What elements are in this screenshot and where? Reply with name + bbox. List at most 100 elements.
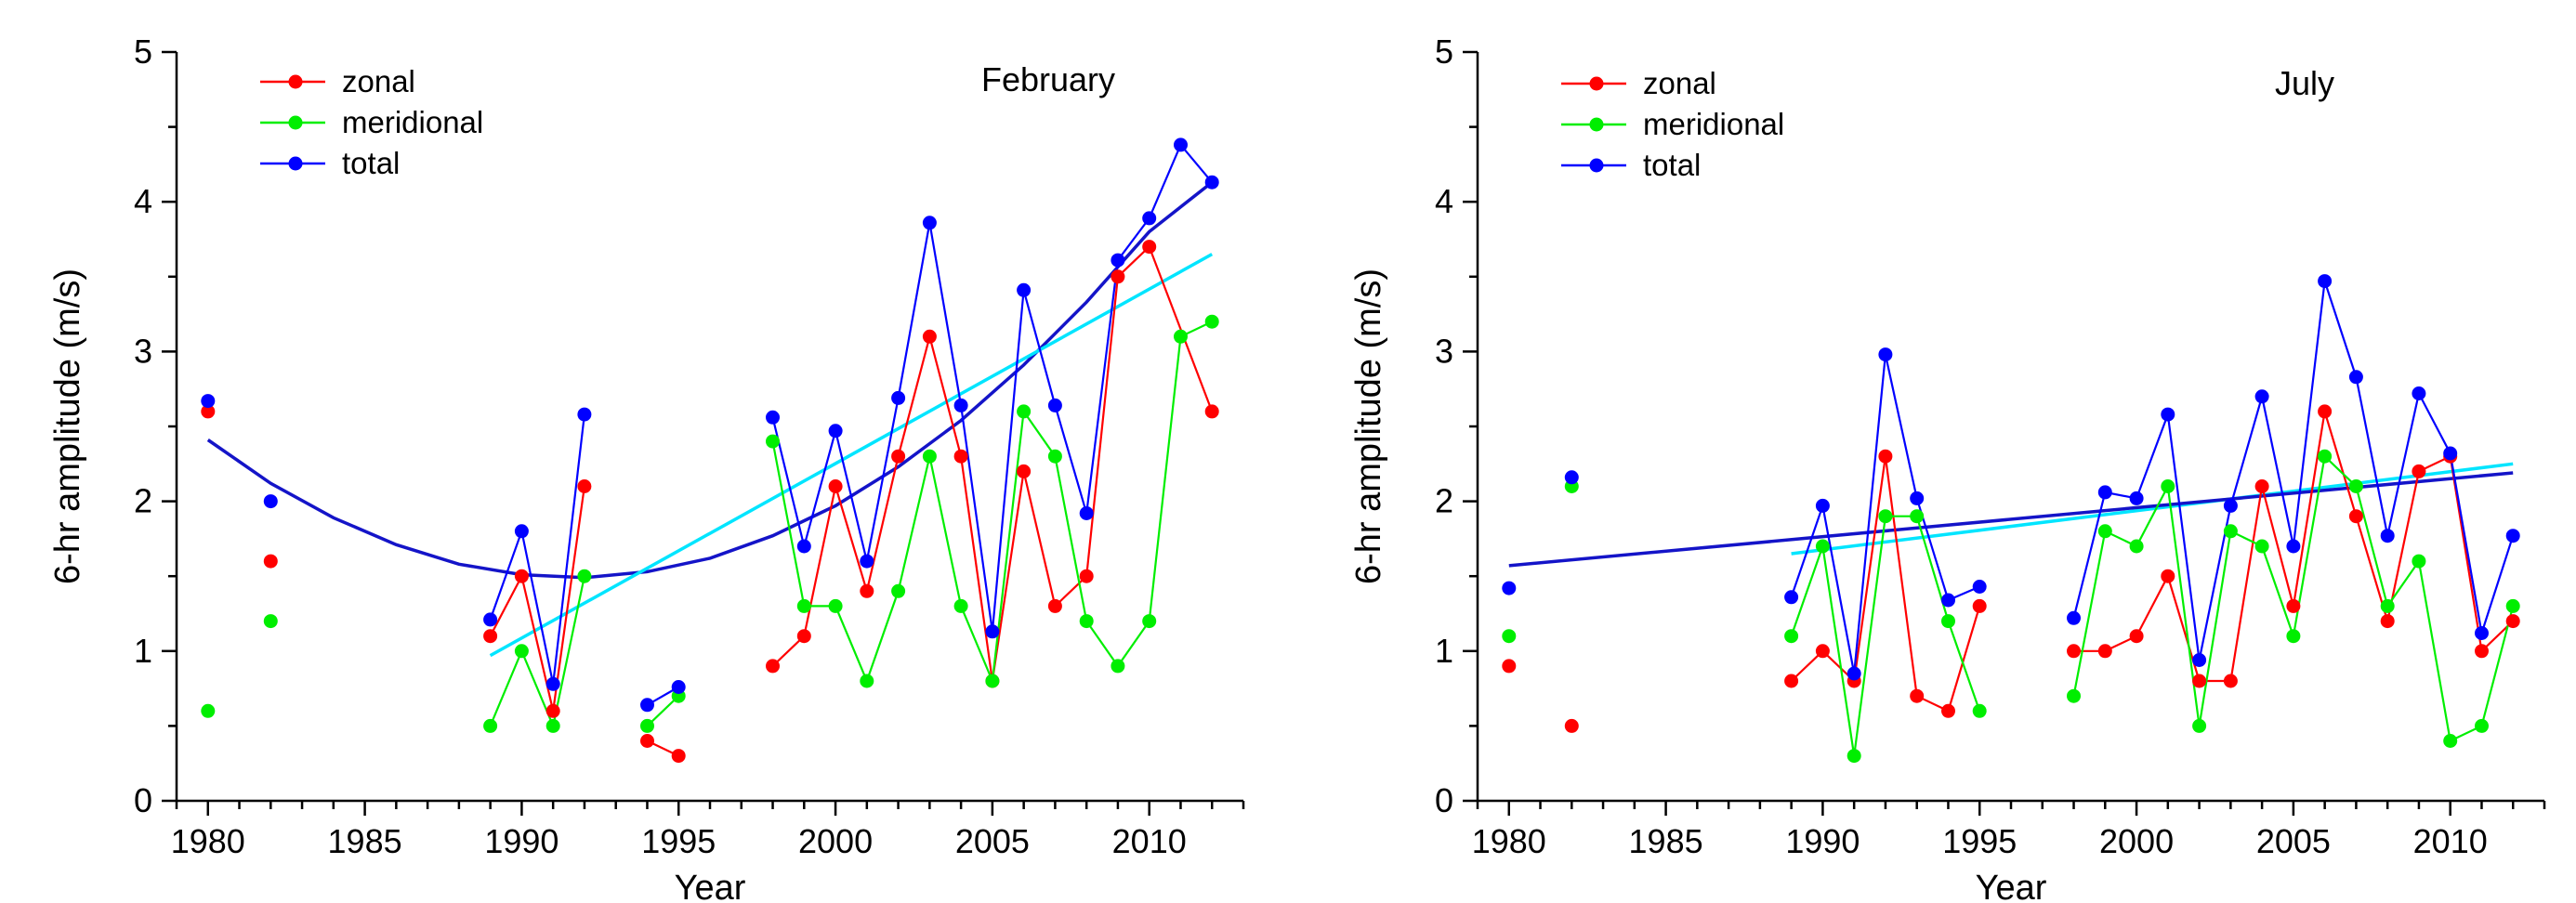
legend-marker-total: [1589, 158, 1604, 173]
x-tick-label: 1985: [328, 822, 402, 860]
legend-marker-meridional: [1589, 117, 1604, 132]
data-point-meridional: [2443, 734, 2458, 748]
legend-label-total: total: [342, 146, 400, 180]
data-point-total: [2254, 389, 2269, 404]
data-point-meridional: [640, 718, 654, 733]
data-point-total: [2318, 274, 2333, 289]
data-point-zonal: [201, 404, 216, 419]
data-point-total: [1017, 282, 1032, 297]
legend-marker-zonal: [288, 74, 303, 89]
data-point-zonal: [263, 554, 278, 569]
data-point-meridional: [953, 598, 968, 613]
y-tick-label: 3: [134, 332, 152, 370]
data-point-meridional: [1047, 449, 1062, 464]
series-zonal-line: [1148, 246, 1214, 412]
data-point-meridional: [1502, 629, 1517, 644]
legend-marker-total: [288, 156, 303, 171]
data-point-zonal: [545, 703, 560, 718]
data-point-zonal: [1017, 464, 1032, 478]
data-point-meridional: [1815, 539, 1830, 554]
data-point-meridional: [2097, 524, 2112, 539]
series-meridional-line: [489, 575, 585, 730]
x-tick-label: 1980: [171, 822, 245, 860]
data-point-meridional: [1972, 703, 1987, 718]
y-tick-label: 0: [134, 781, 152, 819]
data-point-zonal: [2380, 614, 2395, 629]
y-axis-title: 6-hr amplitude (m/s): [48, 268, 87, 584]
data-point-total: [514, 524, 529, 539]
data-point-zonal: [766, 659, 780, 674]
fit-linear-line: [1508, 471, 2514, 568]
data-point-zonal: [2129, 629, 2144, 644]
data-point-total: [922, 216, 937, 230]
data-point-total: [2129, 491, 2144, 505]
x-tick-label: 1995: [1942, 822, 2017, 860]
fit-linear-line: [1791, 462, 2514, 556]
data-point-zonal: [1047, 598, 1062, 613]
data-point-zonal: [2223, 674, 2238, 688]
data-point-zonal: [640, 734, 654, 748]
data-point-total: [2505, 529, 2520, 543]
data-point-total: [1564, 470, 1579, 485]
data-point-total: [1878, 347, 1893, 362]
data-point-meridional: [860, 674, 874, 688]
data-point-meridional: [985, 674, 1000, 688]
data-point-zonal: [483, 629, 498, 644]
data-point-zonal: [828, 479, 843, 493]
series-zonal-line: [1790, 456, 1981, 713]
legend-label-meridional: meridional: [342, 105, 483, 139]
data-point-zonal: [796, 629, 811, 644]
data-point-zonal: [1784, 674, 1799, 688]
legend: zonal meridional total: [1561, 66, 1784, 182]
data-point-zonal: [2505, 614, 2520, 629]
y-tick-label: 4: [134, 182, 152, 220]
data-point-zonal: [891, 449, 906, 464]
data-point-meridional: [2505, 598, 2520, 613]
data-point-zonal: [953, 449, 968, 464]
data-point-total: [796, 539, 811, 554]
panel-title: February: [981, 60, 1115, 98]
data-point-zonal: [2097, 644, 2112, 659]
data-point-zonal: [1815, 644, 1830, 659]
data-point-total: [640, 698, 654, 713]
data-point-total: [2223, 498, 2238, 513]
data-point-total: [891, 390, 906, 405]
y-tick-label: 1: [134, 632, 152, 670]
legend-marker-zonal: [1589, 76, 1604, 91]
y-tick-label: 5: [1435, 33, 1453, 71]
series-meridional-line: [646, 695, 679, 727]
y-tick-label: 3: [1435, 332, 1453, 370]
data-point-meridional: [1174, 329, 1188, 344]
x-tick-label: 2010: [1112, 822, 1187, 860]
data-point-zonal: [2192, 674, 2207, 688]
data-point-meridional: [891, 583, 906, 598]
series-zonal-line: [489, 486, 585, 712]
data-point-meridional: [1784, 629, 1799, 644]
fit-quadratic-line: [206, 180, 1214, 580]
chart-panel-2: 0 1 2 3 4 5 1980 1985 1990 1995 2000 2005 2010 Year 6-…: [1349, 33, 2546, 903]
data-point-total: [1972, 580, 1987, 594]
data-point-zonal: [1878, 449, 1893, 464]
data-point-meridional: [201, 703, 216, 718]
data-point-total: [2286, 539, 2301, 554]
data-point-zonal: [1972, 598, 1987, 613]
y-tick-label: 5: [134, 33, 152, 71]
data-point-meridional: [1878, 509, 1893, 524]
data-point-meridional: [922, 449, 937, 464]
data-point-total: [1111, 253, 1125, 268]
data-point-zonal: [2286, 598, 2301, 613]
legend-marker-meridional: [288, 115, 303, 130]
data-point-meridional: [2348, 479, 2363, 493]
data-point-total: [985, 624, 1000, 639]
data-point-zonal: [577, 479, 592, 493]
data-point-total: [2412, 386, 2426, 400]
data-point-meridional: [2412, 554, 2426, 569]
data-point-meridional: [828, 598, 843, 613]
data-point-meridional: [2380, 598, 2395, 613]
data-point-meridional: [1079, 614, 1094, 629]
data-point-zonal: [1564, 718, 1579, 733]
data-point-zonal: [1910, 688, 1925, 703]
y-tick-label: 1: [1435, 632, 1453, 670]
data-point-meridional: [2254, 539, 2269, 554]
data-point-total: [671, 680, 686, 694]
